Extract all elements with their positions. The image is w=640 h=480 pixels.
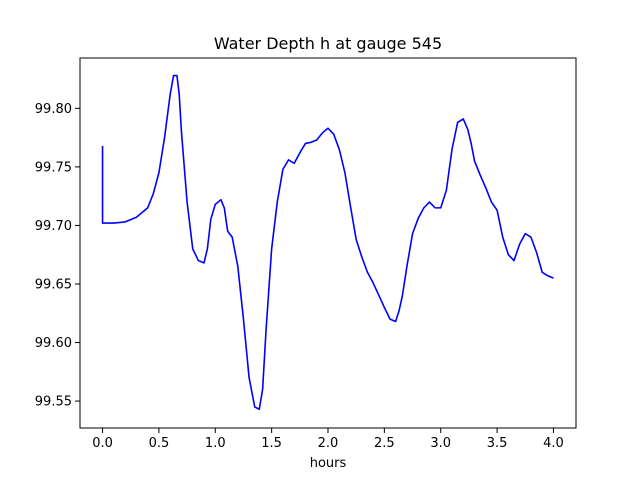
x-tick-label: 0.5 xyxy=(149,436,170,451)
y-tick-label: 99.80 xyxy=(35,102,72,117)
y-tick-label: 99.75 xyxy=(35,160,72,175)
x-tick-label: 1.5 xyxy=(261,436,282,451)
x-tick-label: 3.0 xyxy=(430,436,451,451)
y-axis-ticks: 99.55 99.60 99.65 99.70 99.75 99.80 xyxy=(35,102,80,410)
y-tick-label: 99.60 xyxy=(35,336,72,351)
x-axis-label: hours xyxy=(310,456,347,471)
x-tick-label: 1.0 xyxy=(205,436,226,451)
x-tick-label: 2.5 xyxy=(374,436,395,451)
y-tick-label: 99.55 xyxy=(35,395,72,410)
chart-title: Water Depth h at gauge 545 xyxy=(214,34,442,53)
y-tick-label: 99.65 xyxy=(35,277,72,292)
x-axis-ticks: 0.0 0.5 1.0 1.5 2.0 2.5 3.0 3.5 4.0 xyxy=(92,428,564,451)
x-tick-label: 2.0 xyxy=(318,436,339,451)
series-layer xyxy=(101,74,554,411)
y-tick-label: 99.70 xyxy=(35,219,72,234)
series-line-0 xyxy=(101,74,554,411)
x-tick-label: 3.5 xyxy=(487,436,508,451)
x-tick-label: 0.0 xyxy=(92,436,113,451)
plot-area xyxy=(80,58,576,428)
x-tick-label: 4.0 xyxy=(543,436,564,451)
